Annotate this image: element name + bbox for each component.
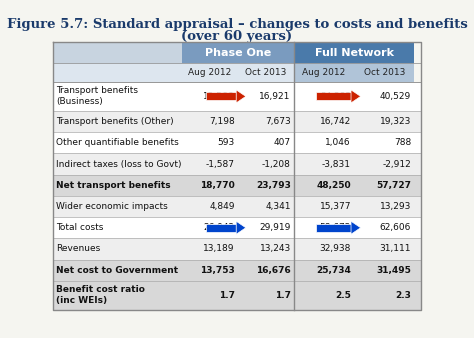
Text: 1.7: 1.7 — [219, 291, 235, 300]
Text: Transport benefits (Other): Transport benefits (Other) — [56, 117, 174, 126]
Text: 16,676: 16,676 — [256, 266, 291, 275]
Text: 4,341: 4,341 — [265, 202, 291, 211]
Bar — [53, 132, 421, 153]
Text: -1,587: -1,587 — [206, 160, 235, 169]
Text: 58,672: 58,672 — [319, 223, 351, 232]
Bar — [53, 217, 421, 238]
Bar — [317, 224, 351, 232]
Text: 13,243: 13,243 — [260, 244, 291, 254]
Text: 1,046: 1,046 — [325, 138, 351, 147]
Text: 16,921: 16,921 — [259, 92, 291, 101]
Text: 57,727: 57,727 — [376, 181, 411, 190]
Text: Indirect taxes (loss to Govt): Indirect taxes (loss to Govt) — [56, 160, 182, 169]
Text: 18,770: 18,770 — [200, 181, 235, 190]
Text: Revenues: Revenues — [56, 244, 100, 254]
Text: Total costs: Total costs — [56, 223, 104, 232]
Polygon shape — [236, 221, 246, 234]
Bar — [182, 63, 238, 82]
Bar — [354, 63, 414, 82]
Bar — [294, 63, 354, 82]
Polygon shape — [236, 90, 246, 103]
Text: 1.7: 1.7 — [275, 291, 291, 300]
Text: 31,111: 31,111 — [380, 244, 411, 254]
Text: (over 60 years): (over 60 years) — [182, 30, 292, 43]
Text: Benefit cost ratio
(inc WEIs): Benefit cost ratio (inc WEIs) — [56, 285, 145, 306]
Bar — [53, 42, 182, 63]
Bar — [206, 224, 236, 232]
Text: 25,734: 25,734 — [316, 266, 351, 275]
Text: Oct 2013: Oct 2013 — [364, 68, 405, 77]
Text: 13,189: 13,189 — [203, 244, 235, 254]
Text: Aug 2012: Aug 2012 — [302, 68, 346, 77]
Text: Transport benefits
(Business): Transport benefits (Business) — [56, 86, 138, 106]
Bar — [317, 92, 351, 100]
Text: Aug 2012: Aug 2012 — [188, 68, 231, 77]
Text: Figure 5.7: Standard appraisal – changes to costs and benefits: Figure 5.7: Standard appraisal – changes… — [7, 18, 467, 31]
Text: 7,198: 7,198 — [209, 117, 235, 126]
Text: 48,250: 48,250 — [316, 181, 351, 190]
Bar — [238, 63, 294, 82]
Text: 12,566: 12,566 — [203, 92, 235, 101]
Text: 2.3: 2.3 — [395, 291, 411, 300]
Text: -1,208: -1,208 — [262, 160, 291, 169]
Text: Wider economic impacts: Wider economic impacts — [56, 202, 168, 211]
Text: 32,938: 32,938 — [319, 244, 351, 254]
Text: 13,753: 13,753 — [200, 266, 235, 275]
Bar — [53, 82, 421, 111]
Text: 19,323: 19,323 — [380, 117, 411, 126]
Bar — [53, 238, 421, 260]
Text: 62,606: 62,606 — [380, 223, 411, 232]
Text: 13,293: 13,293 — [380, 202, 411, 211]
Bar — [294, 42, 414, 63]
Text: Net transport benefits: Net transport benefits — [56, 181, 171, 190]
Polygon shape — [351, 221, 361, 234]
Text: 7,673: 7,673 — [265, 117, 291, 126]
Text: Oct 2013: Oct 2013 — [245, 68, 287, 77]
Text: 40,529: 40,529 — [380, 92, 411, 101]
Bar — [53, 196, 421, 217]
Text: 16,742: 16,742 — [320, 117, 351, 126]
Text: 15,377: 15,377 — [319, 202, 351, 211]
Text: 788: 788 — [394, 138, 411, 147]
Text: 31,495: 31,495 — [376, 266, 411, 275]
Bar — [206, 92, 236, 100]
Text: 593: 593 — [218, 138, 235, 147]
Text: 34,292: 34,292 — [320, 92, 351, 101]
Bar — [53, 281, 421, 310]
Text: 4,849: 4,849 — [209, 202, 235, 211]
Bar — [53, 111, 421, 132]
Text: 23,793: 23,793 — [256, 181, 291, 190]
Bar — [53, 63, 182, 82]
Text: -2,912: -2,912 — [383, 160, 411, 169]
Text: -3,831: -3,831 — [322, 160, 351, 169]
Text: 407: 407 — [273, 138, 291, 147]
Text: Phase One: Phase One — [205, 48, 271, 57]
Text: Full Network: Full Network — [315, 48, 394, 57]
Bar — [53, 175, 421, 196]
Polygon shape — [351, 90, 361, 103]
Text: 29,919: 29,919 — [259, 223, 291, 232]
Text: Net cost to Government: Net cost to Government — [56, 266, 178, 275]
Bar — [53, 153, 421, 175]
Bar — [182, 42, 294, 63]
Bar — [53, 260, 421, 281]
Text: 2.5: 2.5 — [335, 291, 351, 300]
Text: Other quantifiable benefits: Other quantifiable benefits — [56, 138, 179, 147]
Text: 26,942: 26,942 — [203, 223, 235, 232]
